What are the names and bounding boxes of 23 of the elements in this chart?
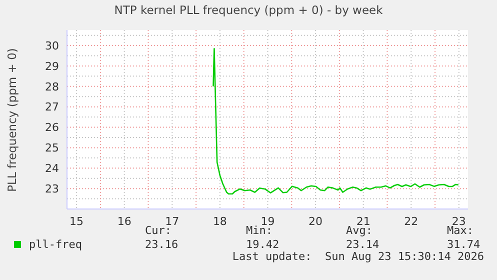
x-tick-label: 16 (117, 214, 132, 228)
y-tick-label: 28 (45, 80, 59, 94)
line-series (212, 48, 460, 195)
text: 23.14 (346, 238, 380, 251)
y-tick-label: 26 (45, 121, 59, 134)
text: Max: (447, 224, 474, 237)
text: 19.42 (246, 238, 280, 251)
text: Last update: Sun Aug 23 15:30:14 2026 (232, 250, 484, 263)
legend-label: pll-freq (29, 238, 82, 251)
x-tick-label: 20 (308, 214, 323, 228)
y-tick-label: 29 (45, 60, 59, 73)
y-tick-label: 27 (45, 100, 59, 114)
y-tick-label: 25 (45, 142, 59, 155)
y-tick-label: 30 (45, 39, 59, 52)
x-tick-label: 18 (212, 214, 227, 228)
x-tick-label: 22 (404, 214, 418, 228)
y-tick-label: 24 (45, 162, 59, 176)
y-axis-title: PLL frequency (ppm + 0) (5, 48, 19, 192)
chart-title: NTP kernel PLL frequency (ppm + 0) - by week (113, 3, 384, 17)
text: 31.74 (447, 238, 480, 251)
y-tick-label: 23 (45, 182, 59, 196)
x-tick-label: 15 (70, 214, 84, 228)
text: 23.16 (145, 238, 178, 251)
